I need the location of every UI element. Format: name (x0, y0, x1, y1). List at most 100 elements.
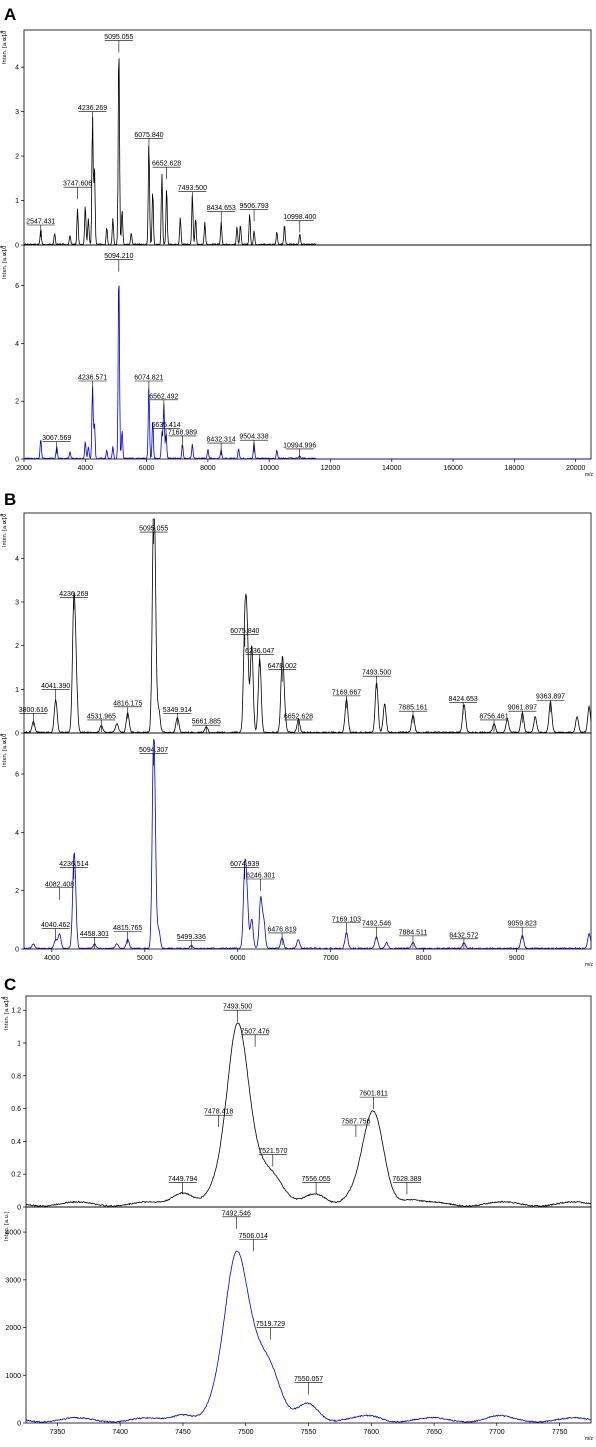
x-tick-label: 2000 (16, 465, 32, 472)
peak-label: 8756.461 (479, 713, 508, 720)
peak-label: 6236.047 (245, 648, 274, 655)
x-tick-label: 7650 (426, 1429, 442, 1436)
y-tick-label: 0.2 (11, 1172, 21, 1179)
x-axis-unit: m/z (585, 962, 594, 968)
spectrum-trace (23, 738, 592, 950)
peak-label: 7521.570 (258, 1148, 287, 1155)
peak-label: 7885.161 (398, 705, 427, 712)
peak-label: 7556.055 (302, 1176, 331, 1183)
peak-label: 6075.840 (230, 628, 259, 635)
y-exponent: x10 (2, 514, 8, 523)
peak-label: 10998.400 (283, 214, 316, 221)
peak-label: 4082.408 (45, 881, 74, 888)
x-tick-label: 7450 (175, 1429, 191, 1436)
y-tick-label: 4 (15, 65, 19, 72)
peak-label: 7601.811 (359, 1091, 388, 1098)
y-axis-title: Inten. [a.u.] (4, 1212, 10, 1241)
peak-label: 7550.057 (294, 1376, 323, 1383)
x-tick-label: 7350 (50, 1429, 66, 1436)
y-tick-label: 2 (15, 399, 19, 406)
y-exponent-power: 4 (1, 996, 7, 999)
y-tick-label: 0.8 (11, 1073, 21, 1080)
x-tick-label: 7500 (238, 1429, 254, 1436)
peak-label: 5499.336 (177, 934, 206, 941)
y-exponent: x10 (2, 734, 8, 743)
peak-label: 3067.569 (42, 435, 71, 442)
peak-label: 4041.390 (41, 683, 70, 690)
y-tick-label: 4 (15, 556, 19, 563)
y-tick-label: 2 (15, 888, 19, 895)
spectrum-trace (25, 1022, 592, 1207)
y-tick-label: 2 (15, 154, 19, 161)
peak-label: 5095.055 (139, 526, 168, 533)
peak-label: 7493.500 (223, 1004, 252, 1011)
x-tick-label: 10000 (259, 465, 279, 472)
y-exponent: x10 (2, 31, 8, 40)
y-exponent-power: 4 (0, 30, 5, 33)
peak-label: 5095.055 (104, 34, 133, 41)
y-tick-label: 4 (15, 341, 19, 348)
y-axis-title: Inten. [a.u.] (2, 738, 8, 767)
x-tick-label: 5000 (137, 955, 153, 962)
x-tick-label: 20000 (566, 465, 586, 472)
y-exponent-power: 4 (0, 513, 5, 516)
plot-frame (23, 732, 592, 950)
spectrum-trace (25, 1250, 592, 1424)
y-exponent-power: 4 (0, 245, 5, 248)
y-tick-label: 3 (15, 599, 19, 606)
panel-label: C (4, 975, 16, 994)
peak-label: 6074.939 (230, 861, 259, 868)
x-tick-label: 7700 (489, 1429, 505, 1436)
y-tick-label: 3 (15, 109, 19, 116)
peak-label: 6478.002 (268, 663, 297, 670)
y-tick-label: 1 (15, 687, 19, 694)
peak-label: 4236.269 (59, 591, 88, 598)
y-axis-label: Inten. [a.u.] (4, 1212, 10, 1241)
x-axis-unit: m/z (585, 1436, 594, 1442)
peak-label: 5349.914 (163, 707, 192, 714)
peak-label: 5094.210 (104, 253, 133, 260)
y-tick-label: 2 (15, 643, 19, 650)
peak-label: 9061.897 (508, 705, 537, 712)
y-tick-label: 0 (15, 947, 19, 954)
peak-label: 7169.667 (332, 689, 361, 696)
x-tick-label: 9000 (509, 955, 525, 962)
x-tick-label: 16000 (443, 465, 463, 472)
x-tick-label: 7750 (552, 1429, 568, 1436)
y-tick-label: 0.6 (11, 1106, 21, 1113)
peak-label: 7507.476 (241, 1028, 270, 1035)
plot-frame (23, 244, 592, 460)
peak-label: 9504.338 (239, 434, 268, 441)
x-tick-label: 6000 (230, 955, 246, 962)
peak-label: 3800.616 (19, 707, 48, 714)
y-tick-label: 6 (15, 772, 19, 779)
peak-label: 7628.389 (392, 1176, 421, 1183)
peak-label: 4816.175 (113, 700, 142, 707)
peak-label: 6246.301 (246, 873, 275, 880)
peak-label: 4458.301 (80, 931, 109, 938)
peak-label: 7884.511 (399, 929, 428, 936)
peak-label: 7587.756 (341, 1119, 370, 1126)
y-tick-label: 1.2 (11, 1008, 21, 1015)
x-tick-label: 12000 (321, 465, 341, 472)
y-axis-title: Inten. [a.u.] (2, 35, 8, 64)
x-tick-label: 4000 (44, 955, 60, 962)
plot-frame (23, 29, 592, 246)
x-axis-unit: m/z (585, 472, 594, 478)
peak-label: 3747.606 (63, 181, 92, 188)
peak-label: 5661.885 (192, 719, 221, 726)
y-exponent: x10 (2, 246, 8, 255)
peak-label: 4236.571 (78, 375, 107, 382)
peak-label: 6476.819 (268, 926, 297, 933)
